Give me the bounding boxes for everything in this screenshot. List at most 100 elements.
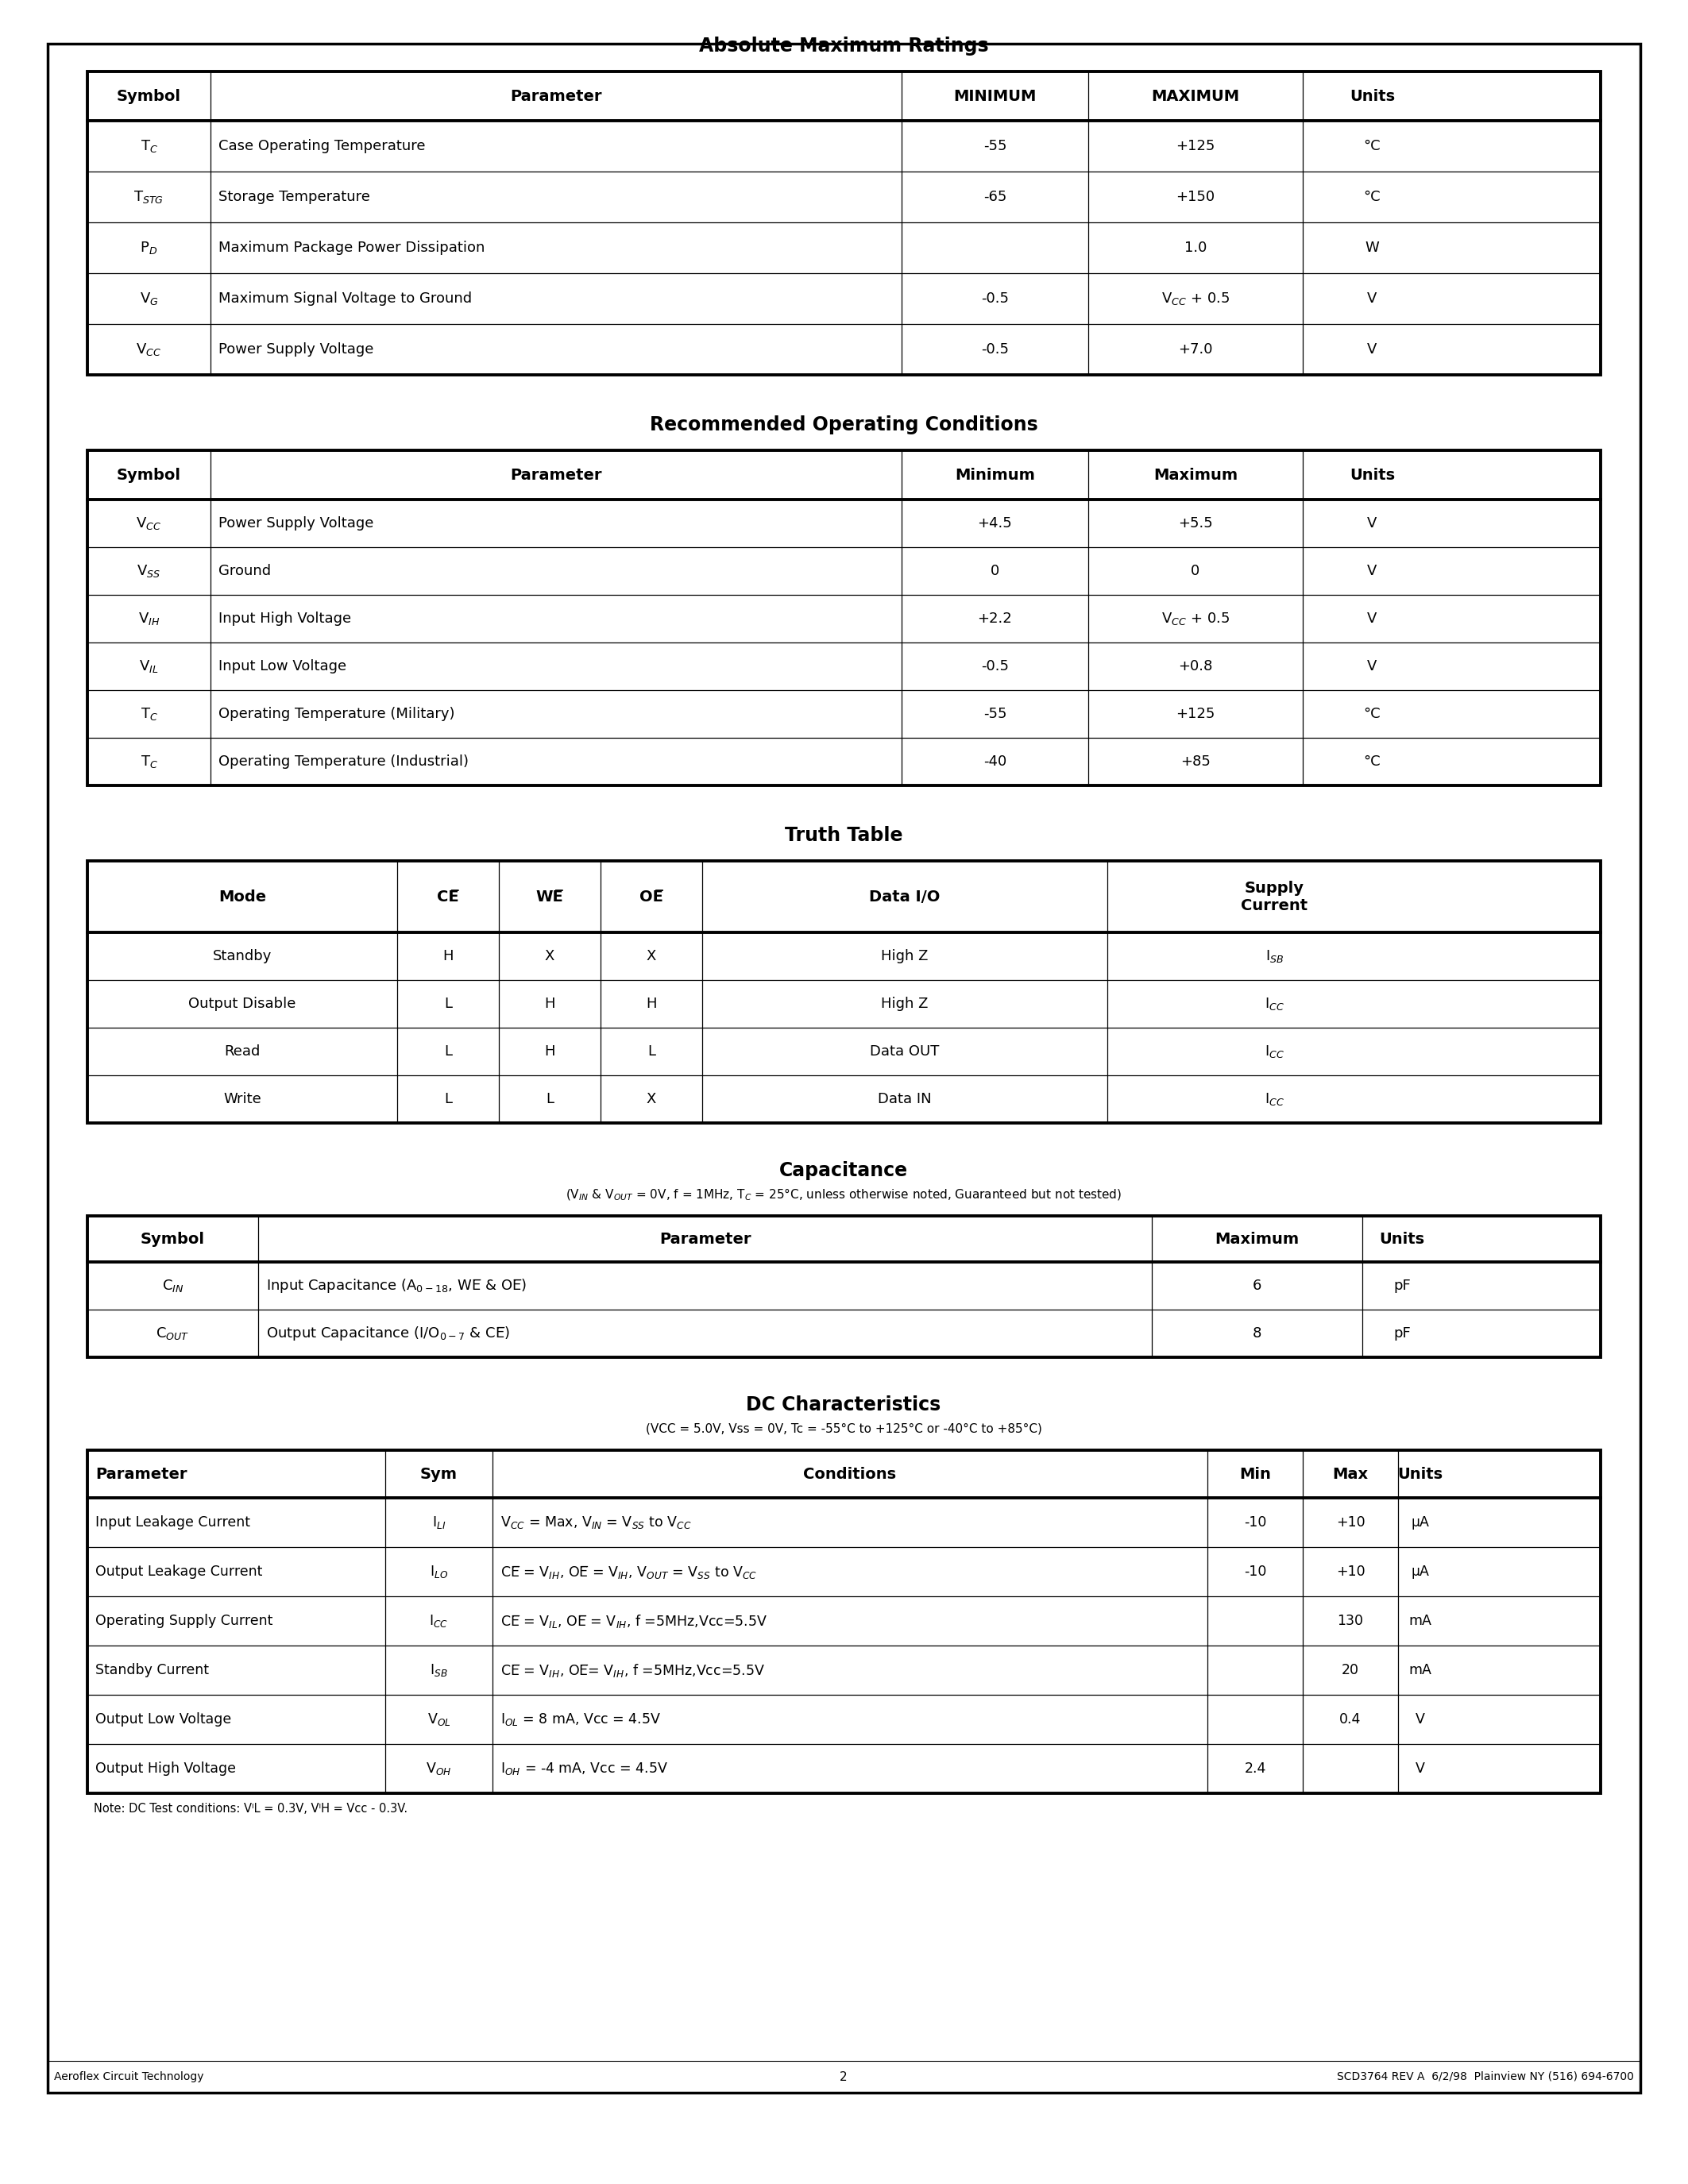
Text: +4.5: +4.5 — [977, 515, 1013, 531]
Text: Maximum: Maximum — [1215, 1232, 1300, 1247]
Text: Parameter: Parameter — [510, 467, 603, 483]
Text: Output Low Voltage: Output Low Voltage — [95, 1712, 231, 1728]
Text: T$_C$: T$_C$ — [140, 138, 157, 155]
Text: Mode: Mode — [218, 889, 267, 904]
Text: V$_{CC}$: V$_{CC}$ — [137, 515, 162, 531]
Bar — [88, 1450, 1600, 1793]
Text: CE̅ = V$_{IH}$, OE̅ = V$_{IH}$, V$_{OUT}$ = V$_{SS}$ to V$_{CC}$: CE̅ = V$_{IH}$, OE̅ = V$_{IH}$, V$_{OUT}… — [500, 1564, 758, 1579]
Text: L: L — [444, 1092, 452, 1107]
Text: Maximum Signal Voltage to Ground: Maximum Signal Voltage to Ground — [218, 290, 473, 306]
Text: Recommended Operating Conditions: Recommended Operating Conditions — [650, 415, 1038, 435]
Text: V: V — [1367, 290, 1377, 306]
Text: +7.0: +7.0 — [1178, 343, 1212, 356]
Text: MINIMUM: MINIMUM — [954, 90, 1036, 103]
Text: Parameter: Parameter — [658, 1232, 751, 1247]
Text: P$_D$: P$_D$ — [140, 240, 157, 256]
Text: V: V — [1415, 1762, 1425, 1776]
Text: -10: -10 — [1244, 1564, 1266, 1579]
Text: I$_{CC}$: I$_{CC}$ — [1264, 1044, 1285, 1059]
Text: H: H — [647, 996, 657, 1011]
Text: +150: +150 — [1177, 190, 1215, 203]
Text: V$_{OH}$: V$_{OH}$ — [425, 1760, 452, 1776]
Bar — [88, 450, 1600, 786]
Text: +10: +10 — [1335, 1564, 1366, 1579]
Text: High Z: High Z — [881, 996, 928, 1011]
Text: L: L — [648, 1044, 655, 1059]
Text: C$_{IN}$: C$_{IN}$ — [162, 1278, 184, 1293]
Text: 130: 130 — [1337, 1614, 1364, 1627]
Text: Operating Supply Current: Operating Supply Current — [95, 1614, 273, 1627]
Text: -55: -55 — [982, 708, 1006, 721]
Text: Symbol: Symbol — [116, 90, 181, 103]
Text: Output Capacitance (I/O$_{0-7}$ & CE̅): Output Capacitance (I/O$_{0-7}$ & CE̅) — [267, 1326, 510, 1343]
Text: I$_{CC}$: I$_{CC}$ — [429, 1614, 449, 1629]
Text: Aeroflex Circuit Technology: Aeroflex Circuit Technology — [54, 2070, 204, 2081]
Text: 6: 6 — [1252, 1278, 1261, 1293]
Text: Maximum Package Power Dissipation: Maximum Package Power Dissipation — [218, 240, 484, 256]
Text: +10: +10 — [1335, 1516, 1366, 1529]
Text: SCD3764 REV A  6/2/98  Plainview NY (516) 694-6700: SCD3764 REV A 6/2/98 Plainview NY (516) … — [1337, 2070, 1634, 2081]
Text: X: X — [647, 1092, 657, 1107]
Text: Capacitance: Capacitance — [780, 1162, 908, 1179]
Text: MAXIMUM: MAXIMUM — [1151, 90, 1239, 103]
Text: Symbol: Symbol — [116, 467, 181, 483]
Text: V$_{CC}$ = Max, V$_{IN}$ = V$_{SS}$ to V$_{CC}$: V$_{CC}$ = Max, V$_{IN}$ = V$_{SS}$ to V… — [500, 1514, 692, 1531]
Text: 0: 0 — [1192, 563, 1200, 579]
Text: Conditions: Conditions — [803, 1465, 896, 1481]
Text: Write: Write — [223, 1092, 262, 1107]
Text: mA: mA — [1408, 1662, 1431, 1677]
Text: Input Capacitance (A$_{0-18}$, WE̅ & OE̅): Input Capacitance (A$_{0-18}$, WE̅ & OE̅… — [267, 1278, 527, 1295]
Text: V: V — [1367, 343, 1377, 356]
Text: V: V — [1415, 1712, 1425, 1728]
Text: DC Characteristics: DC Characteristics — [746, 1396, 940, 1415]
Text: Power Supply Voltage: Power Supply Voltage — [218, 343, 373, 356]
Text: Supply
Current: Supply Current — [1241, 880, 1308, 913]
Text: 20: 20 — [1342, 1662, 1359, 1677]
Text: -0.5: -0.5 — [981, 343, 1009, 356]
Text: +85: +85 — [1180, 753, 1210, 769]
Text: -65: -65 — [982, 190, 1006, 203]
Text: Units: Units — [1398, 1465, 1443, 1481]
Text: T$_{STG}$: T$_{STG}$ — [133, 190, 164, 205]
Text: Ground: Ground — [218, 563, 272, 579]
Text: 2.4: 2.4 — [1244, 1762, 1266, 1776]
Text: Min: Min — [1239, 1465, 1271, 1481]
Text: +125: +125 — [1177, 708, 1215, 721]
Text: I$_{CC}$: I$_{CC}$ — [1264, 996, 1285, 1011]
Text: I$_{OL}$ = 8 mA, Vcc = 4.5V: I$_{OL}$ = 8 mA, Vcc = 4.5V — [500, 1712, 662, 1728]
Text: 0.4: 0.4 — [1340, 1712, 1361, 1728]
Text: Power Supply Voltage: Power Supply Voltage — [218, 515, 373, 531]
Text: CE̅ = V$_{IH}$, OE̅= V$_{IH}$, f =5MHz,Vcc=5.5V: CE̅ = V$_{IH}$, OE̅= V$_{IH}$, f =5MHz,V… — [500, 1662, 765, 1679]
Text: +2.2: +2.2 — [977, 612, 1013, 627]
Text: 0: 0 — [991, 563, 999, 579]
Text: Output High Voltage: Output High Voltage — [95, 1762, 236, 1776]
Text: V$_{IH}$: V$_{IH}$ — [138, 612, 160, 627]
Text: L: L — [444, 996, 452, 1011]
Text: Minimum: Minimum — [955, 467, 1035, 483]
Text: CE̅ = V$_{IL}$, OE̅ = V$_{IH}$, f =5MHz,Vcc=5.5V: CE̅ = V$_{IL}$, OE̅ = V$_{IH}$, f =5MHz,… — [500, 1612, 768, 1629]
Bar — [88, 860, 1600, 1123]
Text: V$_{CC}$ + 0.5: V$_{CC}$ + 0.5 — [1161, 612, 1231, 627]
Text: W: W — [1366, 240, 1379, 256]
Text: C$_{OUT}$: C$_{OUT}$ — [155, 1326, 189, 1341]
Text: pF: pF — [1393, 1326, 1411, 1341]
Bar — [88, 1216, 1600, 1356]
Text: Operating Temperature (Military): Operating Temperature (Military) — [218, 708, 454, 721]
Text: Absolute Maximum Ratings: Absolute Maximum Ratings — [699, 37, 989, 55]
Text: H: H — [544, 996, 555, 1011]
Text: V$_G$: V$_G$ — [140, 290, 159, 306]
Text: V: V — [1367, 612, 1377, 627]
Text: (VCC = 5.0V, Vss = 0V, Tc = -55°C to +125°C or -40°C to +85°C): (VCC = 5.0V, Vss = 0V, Tc = -55°C to +12… — [645, 1422, 1041, 1435]
Text: L: L — [545, 1092, 554, 1107]
Text: (V$_{IN}$ & V$_{OUT}$ = 0V, f = 1MHz, T$_C$ = 25°C, unless otherwise noted, Guar: (V$_{IN}$ & V$_{OUT}$ = 0V, f = 1MHz, T$… — [565, 1186, 1121, 1201]
Text: -10: -10 — [1244, 1516, 1266, 1529]
Text: mA: mA — [1408, 1614, 1431, 1627]
Text: Truth Table: Truth Table — [785, 826, 903, 845]
Text: Standby: Standby — [213, 950, 272, 963]
Text: Units: Units — [1350, 467, 1394, 483]
Text: H: H — [442, 950, 454, 963]
Text: Maximum: Maximum — [1153, 467, 1237, 483]
Text: 8: 8 — [1252, 1326, 1261, 1341]
Text: Data OUT: Data OUT — [869, 1044, 940, 1059]
Text: Operating Temperature (Industrial): Operating Temperature (Industrial) — [218, 753, 469, 769]
